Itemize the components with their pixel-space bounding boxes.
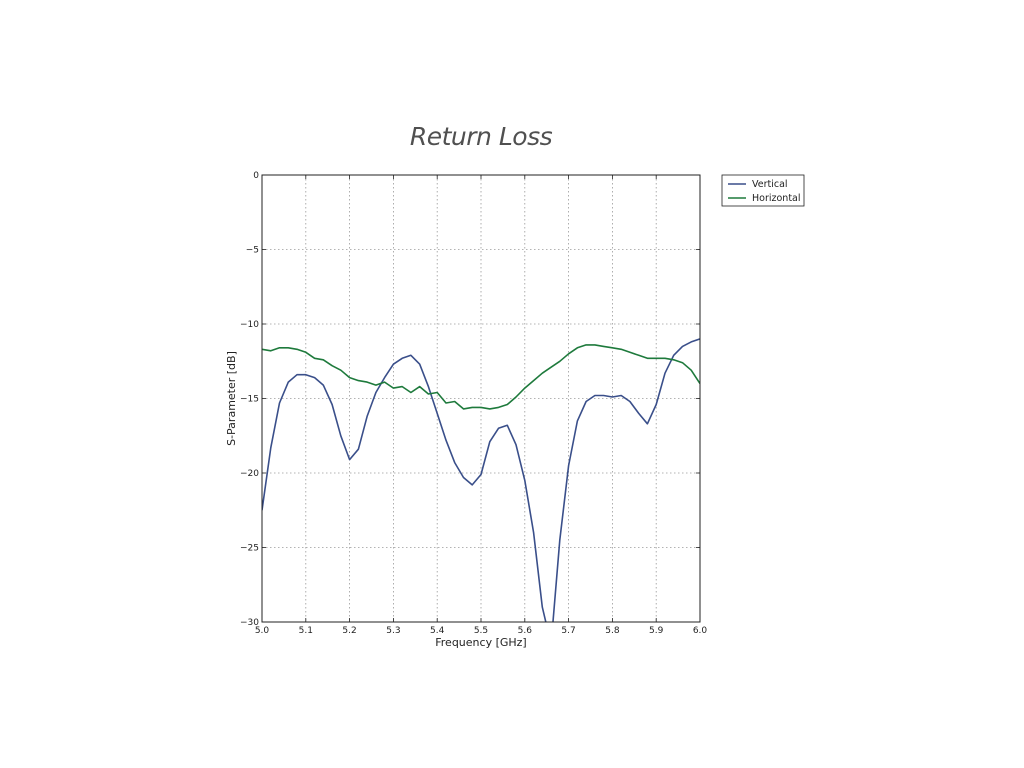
legend-label-vertical: Vertical [752,179,788,190]
x-tick-label: 5.9 [649,626,664,636]
x-tick-label: 5.1 [299,626,313,636]
x-tick-label: 5.5 [474,626,488,636]
legend-label-horizontal: Horizontal [752,193,801,204]
y-tick-label: −5 [246,246,259,256]
x-tick-label: 6.0 [693,626,708,636]
x-tick-label: 5.6 [518,626,533,636]
x-tick-label: 5.2 [342,626,356,636]
x-tick-label: 5.8 [605,626,620,636]
legend: Vertical Horizontal [721,174,805,207]
x-tick-label: 5.3 [386,626,400,636]
x-tick-label: 5.0 [255,626,270,636]
chart-title: Return Loss [409,122,553,151]
x-tick-label: 5.7 [561,626,575,636]
axis-ticks: 5.0 5.1 5.2 5.3 5.4 5.5 5.6 5.7 5.8 5.9 6.0 0 −5 −10 −… [240,171,707,636]
legend-frame [721,174,805,207]
y-tick-label: −25 [240,544,259,554]
y-tick-label: −30 [240,618,259,628]
series-line-vertical [262,338,700,622]
y-tick-label: 0 [253,171,259,181]
y-axis-label: S-Parameter [dB] [225,351,238,446]
x-tick-label: 5.4 [430,626,445,636]
series-lines [262,338,700,622]
x-axis-label: Frequency [GHz] [435,636,526,649]
y-tick-label: −15 [240,395,259,405]
series-line-horizontal [262,344,700,410]
y-tick-label: −20 [240,469,259,479]
y-tick-label: −10 [240,320,259,330]
grid-lines [262,175,700,622]
